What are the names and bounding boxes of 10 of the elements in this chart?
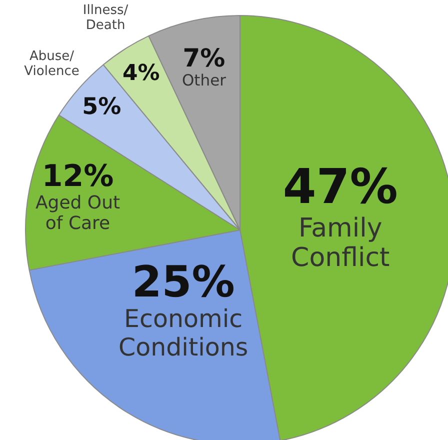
- slice-label: Other: [182, 71, 227, 90]
- slice-label: Illness/Death: [82, 2, 129, 33]
- slice-label: Aged Out of Care: [35, 192, 120, 234]
- data-label: 7%: [182, 43, 226, 72]
- data-label: 4%: [122, 60, 160, 86]
- slice-label: Abuse/Violence: [24, 48, 80, 79]
- data-label: 12%: [42, 159, 114, 194]
- data-label: 47%: [282, 159, 398, 216]
- data-label: 5%: [82, 94, 122, 120]
- slice-label: Family Conflict: [291, 213, 390, 274]
